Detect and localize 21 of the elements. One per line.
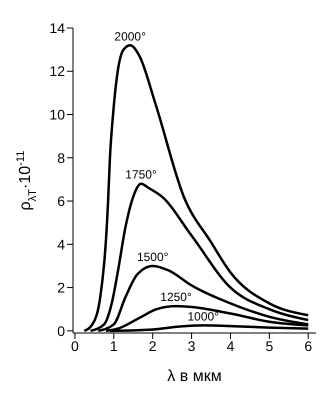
y-tick-label: 14 [49, 20, 66, 36]
y-tick-label: 12 [49, 63, 66, 80]
x-axis-title: λ в мкм [167, 368, 222, 385]
x-tick-label: 2 [148, 338, 157, 354]
y-tick-label: 6 [57, 193, 66, 210]
x-tick-label: 0 [71, 338, 80, 354]
x-tick-label: 5 [265, 338, 274, 354]
series-label: 1250° [160, 290, 192, 304]
y-tick-label: 10 [49, 106, 66, 122]
x-tick-label: 6 [304, 338, 312, 354]
x-tick-label: 3 [188, 338, 196, 354]
y-tick-label: 0 [57, 322, 66, 339]
series-label: 1500° [136, 250, 169, 264]
series-label: 2000° [114, 29, 146, 44]
x-tick-label: 4 [226, 338, 235, 354]
series-label: 1000° [188, 309, 220, 324]
y-tick-label: 2 [57, 280, 66, 296]
x-tick-label: 1 [110, 338, 118, 354]
y-tick-label: 8 [57, 150, 66, 166]
y-tick-label: 4 [57, 236, 66, 252]
series-label: 1750° [125, 168, 157, 182]
